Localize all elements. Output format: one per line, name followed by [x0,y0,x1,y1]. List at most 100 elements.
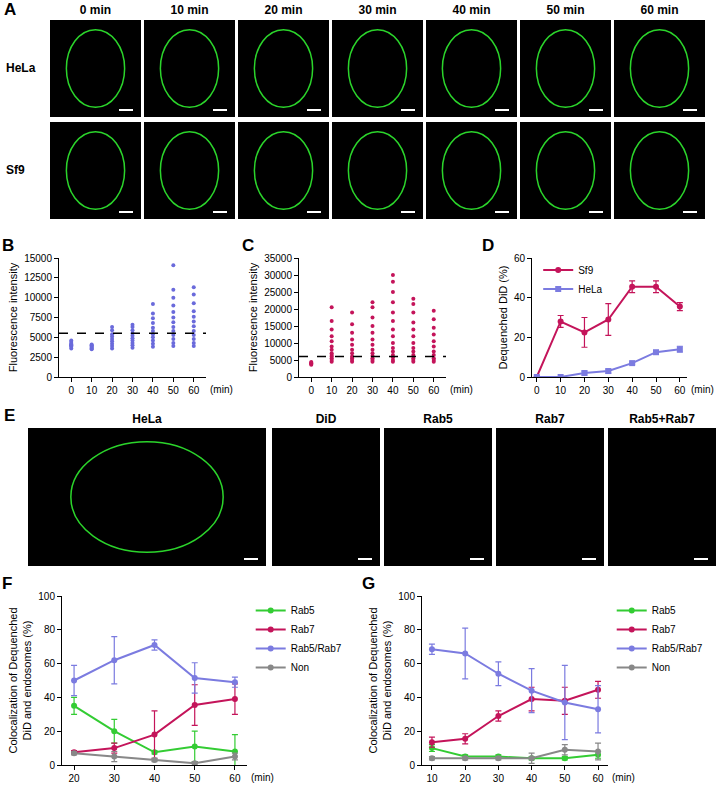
svg-text:40: 40 [526,773,538,784]
svg-text:7500: 7500 [30,312,53,323]
html-text:0 min: 0 min [79,3,112,17]
svg-text:0: 0 [519,372,525,383]
html-text:Rab5+Rab7: Rab5+Rab7 [629,412,695,426]
svg-text:(min): (min) [612,772,635,783]
svg-text:Non: Non [291,662,309,673]
svg-text:0: 0 [46,372,52,383]
svg-text:35000: 35000 [264,253,292,264]
svg-text:Sf9: Sf9 [578,265,593,276]
svg-text:10: 10 [326,385,338,396]
svg-text:20: 20 [579,385,591,396]
svg-text:30: 30 [127,385,139,396]
svg-text:20: 20 [69,773,81,784]
svg-text:12500: 12500 [24,272,52,283]
svg-text:20000: 20000 [264,304,292,315]
html-text:Sf9: Sf9 [6,162,25,177]
svg-text:Colocalization of DequenchedDi: Colocalization of DequenchedDiD and endo… [367,607,393,753]
html-text:50 min: 50 min [546,3,585,17]
svg-text:2500: 2500 [30,352,53,363]
svg-text:Rab5: Rab5 [652,605,676,616]
svg-text:30: 30 [493,773,505,784]
svg-text:100: 100 [38,591,55,602]
svg-text:Rab7: Rab7 [652,624,676,635]
svg-text:20: 20 [404,726,416,737]
svg-text:Non: Non [652,662,670,673]
svg-text:HeLa: HeLa [578,284,602,295]
svg-text:10000: 10000 [264,338,292,349]
svg-text:0: 0 [286,372,292,383]
svg-text:60: 60 [44,658,56,669]
svg-text:80: 80 [44,624,56,635]
svg-text:Rab7: Rab7 [291,624,315,635]
svg-text:50: 50 [408,385,420,396]
svg-text:30000: 30000 [264,270,292,281]
svg-text:40: 40 [514,292,526,303]
svg-text:40: 40 [387,385,399,396]
svg-text:40: 40 [147,385,159,396]
svg-text:60: 60 [674,385,686,396]
svg-text:10000: 10000 [24,292,52,303]
html-text:A: A [4,0,17,19]
svg-text:40: 40 [44,692,56,703]
svg-text:60: 60 [428,385,440,396]
svg-text:Fluorescence intensity: Fluorescence intensity [7,262,19,372]
svg-text:0: 0 [409,760,415,771]
html-text:HeLa: HeLa [6,60,36,75]
svg-text:(min): (min) [210,384,233,395]
svg-text:Dequenched DiD (%): Dequenched DiD (%) [497,266,509,370]
svg-text:30: 30 [603,385,615,396]
svg-text:50: 50 [650,385,662,396]
html-text:G: G [362,574,376,593]
svg-text:40: 40 [627,385,639,396]
svg-text:0: 0 [49,760,55,771]
svg-text:5000: 5000 [30,332,53,343]
svg-text:0: 0 [68,385,74,396]
svg-text:10: 10 [426,773,438,784]
html-text:Rab5: Rab5 [423,412,453,426]
svg-text:(min): (min) [251,772,274,783]
svg-text:0: 0 [534,385,540,396]
svg-text:Rab5/Rab7: Rab5/Rab7 [652,643,703,654]
svg-text:Rab5/Rab7: Rab5/Rab7 [291,643,342,654]
svg-text:60: 60 [229,773,241,784]
svg-text:(min): (min) [691,384,714,395]
html-text:40 min: 40 min [452,3,491,17]
svg-text:60: 60 [188,385,200,396]
html-text:HeLa: HeLa [132,412,162,426]
svg-text:60: 60 [404,658,416,669]
html-text:B: B [2,236,15,255]
svg-text:Rab5: Rab5 [291,605,315,616]
svg-text:20: 20 [514,332,526,343]
svg-text:10: 10 [86,385,98,396]
svg-text:25000: 25000 [264,287,292,298]
svg-text:30: 30 [367,385,379,396]
svg-text:100: 100 [398,591,415,602]
svg-text:15000: 15000 [264,321,292,332]
html-text:30 min: 30 min [358,3,397,17]
html-text:DiD: DiD [315,412,337,426]
svg-text:50: 50 [559,773,571,784]
svg-text:40: 40 [149,773,161,784]
svg-text:60: 60 [514,253,526,264]
html-text:Rab7: Rab7 [535,412,565,426]
svg-text:0: 0 [308,385,314,396]
svg-text:40: 40 [404,692,416,703]
svg-text:30: 30 [109,773,121,784]
html-text:20 min: 20 min [264,3,303,17]
svg-text:20: 20 [347,385,359,396]
html-text:10 min: 10 min [170,3,209,17]
svg-text:15000: 15000 [24,253,52,264]
svg-text:50: 50 [168,385,180,396]
svg-text:Fluorescence intensity: Fluorescence intensity [247,262,259,372]
svg-text:80: 80 [404,624,416,635]
svg-text:50: 50 [189,773,201,784]
svg-text:20: 20 [107,385,119,396]
svg-text:Colocalization of DequenchedDi: Colocalization of DequenchedDiD and endo… [7,607,33,753]
svg-text:(min): (min) [450,384,473,395]
svg-text:20: 20 [44,726,56,737]
svg-text:20: 20 [460,773,472,784]
html-text:60 min: 60 min [640,3,679,17]
svg-text:10: 10 [555,385,567,396]
svg-text:5000: 5000 [270,355,293,366]
svg-text:60: 60 [592,773,604,784]
